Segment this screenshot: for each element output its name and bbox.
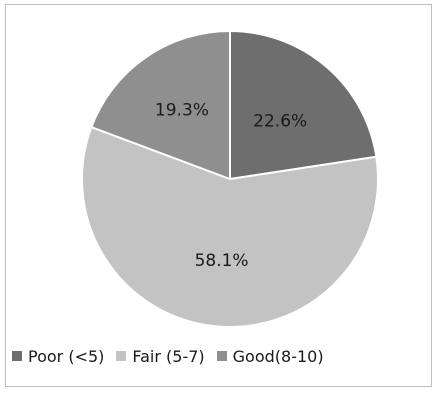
- pie-label-fair: 58.1%: [195, 251, 249, 271]
- legend: Poor (<5) Fair (5-7) Good(8-10): [10, 344, 432, 368]
- legend-label-good: Good(8-10): [233, 347, 324, 366]
- pie-slice-poor: [230, 31, 376, 179]
- legend-label-fair: Fair (5-7): [132, 347, 204, 366]
- legend-item-fair: Fair (5-7): [116, 347, 204, 366]
- legend-label-poor: Poor (<5): [28, 347, 104, 366]
- legend-swatch-good: [217, 351, 227, 361]
- legend-item-poor: Poor (<5): [12, 347, 104, 366]
- legend-swatch-poor: [12, 351, 22, 361]
- pie-label-poor: 22.6%: [253, 112, 307, 132]
- legend-item-good: Good(8-10): [217, 347, 324, 366]
- pie-label-good: 19.3%: [155, 101, 209, 121]
- legend-swatch-fair: [116, 351, 126, 361]
